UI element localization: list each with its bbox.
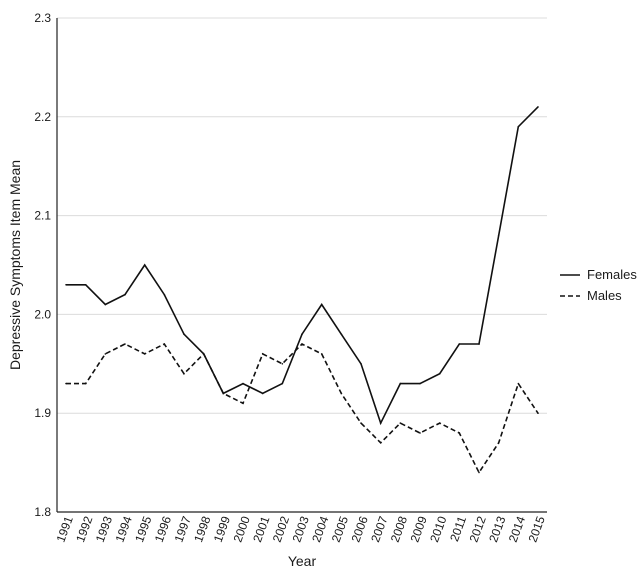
data-point-males xyxy=(458,432,461,434)
data-point-males xyxy=(478,471,480,474)
data-point-males xyxy=(379,442,382,444)
axes xyxy=(56,18,547,513)
data-point-females xyxy=(183,333,185,335)
grid-lines xyxy=(57,17,547,414)
data-point-males xyxy=(104,353,107,355)
data-point-females xyxy=(320,303,323,306)
data-point-males xyxy=(183,372,185,375)
y-tick-label: 2.3 xyxy=(34,11,51,25)
data-point-females xyxy=(242,382,244,385)
data-point-females xyxy=(517,125,520,128)
data-point-males xyxy=(143,353,146,355)
data-point-males xyxy=(242,402,244,405)
data-point-females xyxy=(537,106,539,108)
data-point-males xyxy=(301,343,303,345)
y-tick-labels: 1.8 1.9 2.0 2.1 2.2 2.3 xyxy=(34,11,51,519)
data-point-males xyxy=(360,422,362,424)
series-lines xyxy=(65,106,539,475)
data-point-females xyxy=(438,372,441,375)
data-point-females xyxy=(497,234,500,237)
data-point-males xyxy=(537,412,539,415)
data-point-females xyxy=(301,333,303,335)
y-tick-label: 2.2 xyxy=(34,110,51,124)
data-point-males xyxy=(222,392,225,395)
data-point-females xyxy=(84,283,87,286)
data-point-males xyxy=(65,382,67,385)
data-point-females xyxy=(143,264,146,266)
data-point-males xyxy=(84,382,87,385)
data-point-males xyxy=(202,353,205,355)
data-point-males xyxy=(438,422,441,424)
data-point-males xyxy=(261,353,264,355)
y-tick-label: 1.8 xyxy=(34,505,51,519)
x-tick-labels: 1991199219931994199519961997199819992000… xyxy=(54,514,548,544)
data-point-females xyxy=(379,422,382,424)
data-point-males xyxy=(163,343,166,345)
data-point-females xyxy=(65,283,67,286)
legend: Females Males xyxy=(560,267,637,303)
data-point-males xyxy=(419,432,421,434)
data-point-males xyxy=(517,382,520,385)
y-tick-label: 1.9 xyxy=(34,406,51,420)
data-point-females xyxy=(163,293,166,296)
y-axis-title: Depressive Symptoms Item Mean xyxy=(7,160,23,370)
data-point-females xyxy=(478,343,480,345)
series-line-females xyxy=(66,106,539,426)
x-axis-title: Year xyxy=(288,553,317,569)
y-tick-label: 2.1 xyxy=(34,209,51,223)
data-point-males xyxy=(340,392,343,395)
legend-label-females: Females xyxy=(587,267,637,282)
x-tick-label: 2010 xyxy=(427,514,449,544)
y-tick-label: 2.0 xyxy=(34,307,51,321)
data-point-males xyxy=(281,363,284,365)
data-point-females xyxy=(340,333,343,335)
x-tick-label: 2015 xyxy=(526,514,548,544)
data-point-males xyxy=(399,422,402,424)
data-point-males xyxy=(497,442,500,444)
data-point-females xyxy=(261,392,264,395)
data-point-females xyxy=(419,382,421,385)
data-point-females xyxy=(399,382,402,385)
data-point-males xyxy=(124,343,126,345)
data-point-females xyxy=(360,363,362,365)
data-point-females xyxy=(281,382,284,385)
data-point-females xyxy=(104,303,107,306)
data-point-females xyxy=(124,293,126,296)
data-point-females xyxy=(458,343,461,345)
series-line-males xyxy=(66,342,539,475)
data-point-males xyxy=(320,353,323,355)
legend-label-males: Males xyxy=(587,288,622,303)
